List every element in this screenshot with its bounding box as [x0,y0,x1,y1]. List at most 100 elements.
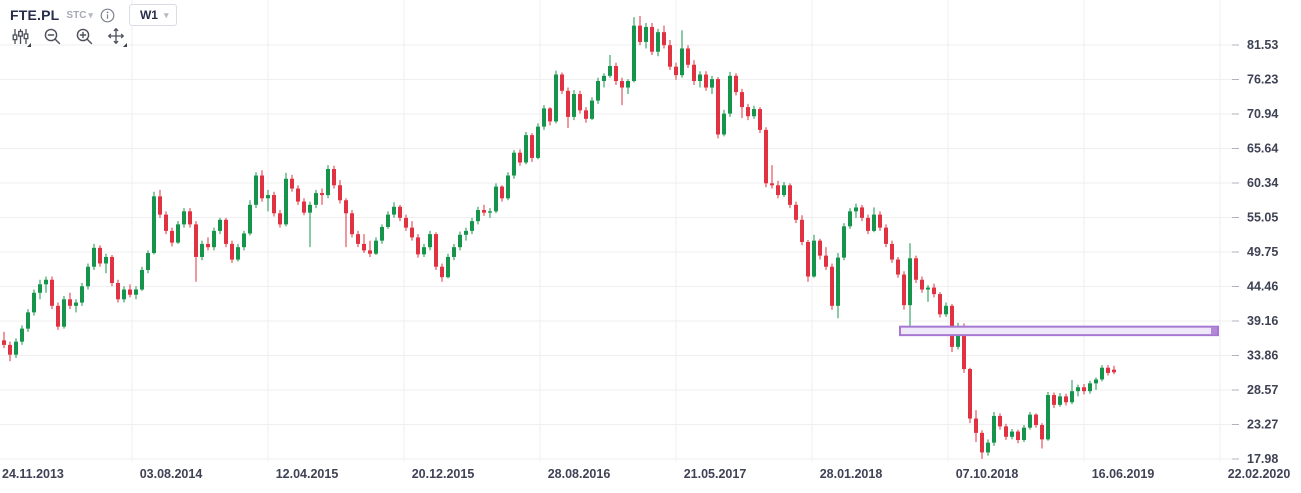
candle-bearish [356,234,360,244]
candle-bullish [1058,396,1062,405]
candle-bearish [188,211,192,225]
candle-bullish [1010,431,1014,437]
candle-bullish [182,211,186,225]
price-axis-label: 70.94 [1247,107,1278,121]
candle-bearish [578,94,582,111]
candle-bearish [1004,426,1008,437]
price-axis-label: 65.64 [1247,142,1278,156]
date-axis-label: 12.04.2015 [276,467,339,481]
candle-bearish [260,175,264,199]
candle-bearish [332,168,336,186]
candle-bullish [590,100,594,119]
candle-bearish [560,74,564,91]
candle-bullish [812,240,816,277]
candle-bearish [980,432,984,453]
info-icon[interactable] [100,7,116,23]
candle-bullish [176,224,180,243]
candle-bearish [584,110,588,119]
price-axis-label: 81.53 [1247,38,1278,52]
candle-bullish [488,211,492,213]
candle-bullish [470,221,474,231]
candle-bearish [830,266,834,306]
candle-bullish [452,247,456,257]
candle-bearish [1064,396,1068,403]
price-axis-label: 28.57 [1247,383,1278,397]
candle-bullish [284,178,288,225]
candle-bullish [854,207,858,212]
candle-bearish [404,217,408,228]
candle-bearish [1052,395,1056,405]
candle-bearish [296,188,300,202]
candle-bearish [110,256,114,284]
candle-bearish [968,369,972,419]
chevron-down-icon: ▾ [88,9,93,20]
candle-bearish [416,237,420,255]
candle-bullish [602,75,606,82]
candle-bullish [680,48,684,76]
zone-handle[interactable] [1211,327,1217,335]
candle-bearish [8,344,12,355]
date-axis-label: 03.08.2014 [140,467,203,481]
timeframe-button[interactable]: W1 ▾ [128,4,178,26]
price-axis-label: 44.46 [1247,280,1278,294]
candle-bearish [1034,414,1038,426]
candle-bullish [944,305,948,315]
candle-bullish [1094,379,1098,384]
candle-bullish [512,152,516,176]
market-label: STC [66,9,87,21]
candle-bullish [242,233,246,248]
candle-bearish [170,230,174,243]
candle-bullish [464,230,468,235]
candle-bearish [272,195,276,214]
price-axis-label: 55.05 [1247,211,1278,225]
candle-bearish [878,214,882,228]
date-axis-label: 16.06.2019 [1092,467,1155,481]
price-axis-label: 39.16 [1247,314,1278,328]
candle-bearish [686,48,690,65]
candle-bullish [266,195,270,199]
candle-bearish [938,294,942,315]
date-axis-label: 28.08.2016 [548,467,611,481]
candle-bearish [932,287,936,295]
support-zone-rectangle[interactable] [899,325,1219,337]
candle-bearish [518,152,522,163]
candle-bearish [98,247,102,264]
candle-bearish [440,266,444,278]
candle-bearish [164,214,168,231]
candle-bearish [410,227,414,238]
candle-bullish [458,234,462,248]
zoom-out-button[interactable] [40,25,64,47]
candle-bearish [338,185,342,201]
price-axis-label: 49.75 [1247,245,1278,259]
candle-bearish [500,186,504,199]
candle-bearish [962,326,966,370]
candle-bullish [104,256,108,264]
candle-bearish [824,255,828,267]
indicators-icon [12,28,28,44]
candle-bearish [278,213,282,225]
candle-bearish [716,79,720,135]
candle-bullish [152,196,156,254]
candle-bullish [86,266,90,287]
candle-bullish [926,287,930,290]
candle-bullish [728,75,732,114]
candle-bullish [140,269,144,290]
candle-bearish [320,193,324,196]
candle-bearish [230,243,234,260]
candle-bearish [362,243,366,251]
candle-bearish [896,259,900,275]
price-axis-label: 76.23 [1247,73,1278,87]
candle-bearish [770,183,774,186]
candle-bearish [794,204,798,220]
indicators-button[interactable] [8,25,32,47]
market-selector[interactable]: STC ▾ [66,10,93,21]
zoom-in-button[interactable] [72,25,96,47]
candle-bullish [308,204,312,213]
pan-button[interactable] [104,25,128,47]
candle-bullish [626,81,630,88]
candle-bearish [206,243,210,248]
candle-bearish [902,274,906,306]
candle-bullish [38,284,42,293]
candle-bearish [434,234,438,267]
